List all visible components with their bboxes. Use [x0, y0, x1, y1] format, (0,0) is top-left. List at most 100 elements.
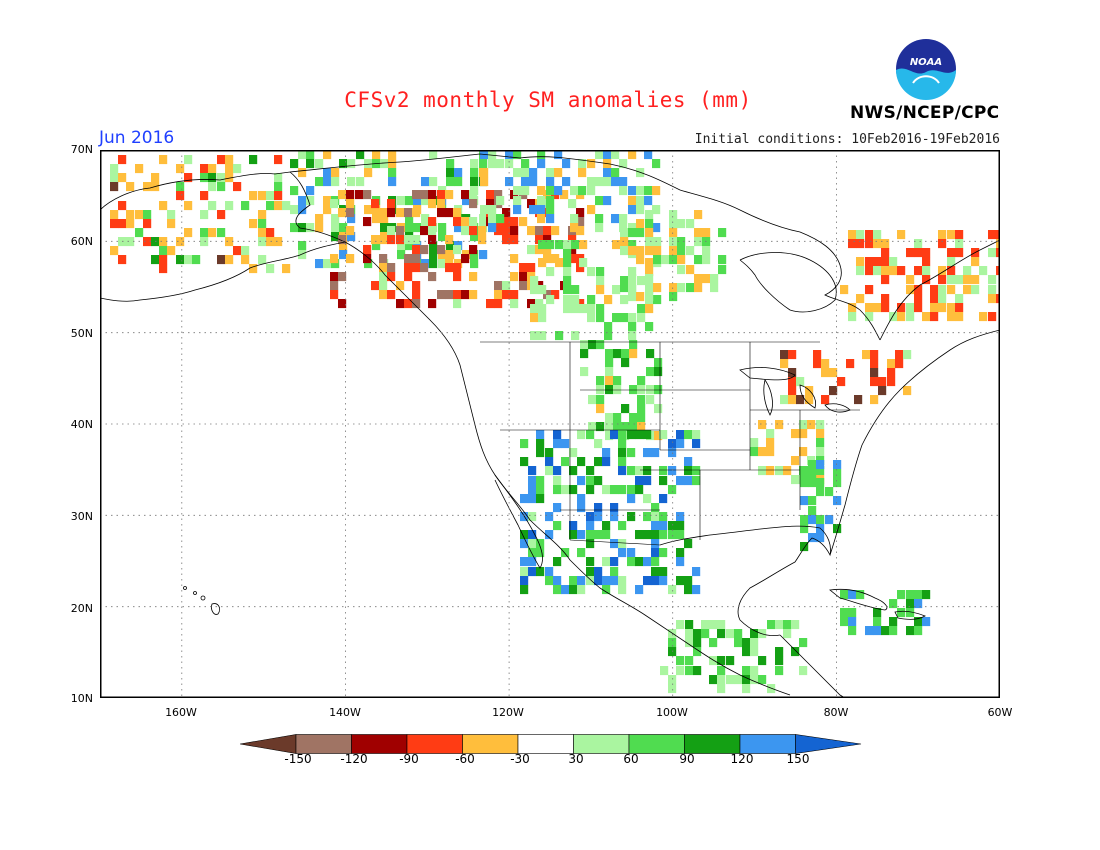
anomaly-cell	[651, 567, 660, 577]
anomaly-cell	[578, 159, 587, 169]
anomaly-cell	[571, 304, 580, 314]
anomaly-cell	[494, 290, 503, 300]
anomaly-cell	[562, 177, 571, 187]
colorbar-tick: 90	[679, 752, 695, 766]
anomaly-cell	[636, 228, 645, 238]
anomaly-cell	[668, 466, 677, 476]
anomaly-cell	[528, 485, 537, 495]
anomaly-cell	[694, 283, 703, 293]
anomaly-cell	[356, 177, 365, 187]
anomaly-cell	[331, 214, 340, 224]
anomaly-cell	[543, 290, 552, 300]
anomaly-cell	[543, 226, 552, 236]
anomaly-cell	[684, 539, 693, 549]
anomaly-cell	[208, 164, 217, 174]
anomaly-cell	[837, 377, 846, 387]
anomaly-cell	[586, 512, 595, 522]
anomaly-cell	[734, 675, 743, 685]
anomaly-cell	[914, 626, 923, 636]
anomaly-cell	[200, 191, 209, 201]
anomaly-cell	[258, 219, 267, 229]
colorbar-tick: 60	[623, 752, 639, 766]
lon-tick-160w: 160W	[165, 706, 197, 719]
anomaly-cell	[363, 190, 372, 200]
anomaly-cell	[628, 186, 637, 196]
anomaly-cell	[502, 217, 511, 227]
anomaly-cell	[576, 208, 585, 218]
anomaly-cell	[143, 210, 152, 220]
anomaly-cell	[734, 638, 743, 648]
anomaly-cell	[569, 485, 578, 495]
anomaly-cell	[217, 210, 226, 220]
anomaly-cell	[628, 292, 637, 302]
anomaly-cell	[437, 245, 446, 255]
anomaly-cell	[938, 294, 947, 304]
anomaly-cell	[636, 205, 645, 215]
anomaly-cell	[412, 254, 421, 264]
anomaly-cell	[914, 248, 923, 258]
anomaly-cell	[346, 254, 355, 264]
anomaly-cell	[816, 478, 825, 488]
anomaly-cell	[306, 186, 315, 196]
anomaly-cell	[922, 312, 931, 322]
anomaly-cell	[870, 368, 879, 378]
anomaly-cell	[339, 159, 348, 169]
anomaly-cell	[629, 385, 638, 395]
anomaly-cell	[536, 539, 545, 549]
anomaly-cell	[887, 377, 896, 387]
anomaly-cell	[536, 548, 545, 558]
anomaly-cell	[167, 210, 176, 220]
anomaly-cell	[479, 250, 488, 260]
anomaly-cell	[791, 456, 800, 466]
anomaly-cell	[315, 214, 324, 224]
anomaly-cell	[577, 530, 586, 540]
anomaly-cell	[323, 259, 332, 269]
anomaly-cell	[588, 422, 597, 432]
anomaly-cell	[645, 219, 654, 229]
anomaly-cell	[298, 205, 307, 215]
anomaly-cell	[521, 177, 530, 187]
anomaly-cell	[453, 208, 462, 218]
colorbar-bin	[240, 734, 297, 754]
anomaly-cell	[833, 524, 842, 534]
anomaly-cell	[143, 182, 152, 192]
anomaly-cell	[510, 226, 519, 236]
anomaly-cell	[486, 299, 495, 309]
anomaly-cell	[505, 159, 514, 169]
anomaly-cell	[922, 248, 931, 258]
anomaly-cell	[520, 567, 529, 577]
anomaly-cell	[605, 358, 614, 368]
anomaly-cell	[298, 250, 307, 260]
anomaly-cell	[331, 168, 340, 178]
anomaly-cell	[783, 620, 792, 630]
anomaly-cell	[816, 460, 825, 470]
anomaly-cell	[652, 159, 661, 169]
anomaly-cell	[604, 322, 613, 332]
anomaly-cell	[364, 159, 373, 169]
anomaly-cell	[527, 226, 536, 236]
anomaly-cell	[478, 235, 487, 245]
anomaly-cell	[388, 168, 397, 178]
anomaly-cell	[530, 331, 539, 341]
anomaly-cell	[996, 248, 1000, 258]
anomaly-cell	[496, 196, 505, 206]
anomaly-cell	[636, 292, 645, 302]
colorbar-bin	[406, 734, 463, 754]
anomaly-cell	[184, 201, 193, 211]
colorbar-tick: 30	[568, 752, 584, 766]
anomaly-cell	[529, 177, 538, 187]
anomaly-cell	[906, 626, 915, 636]
anomaly-cell	[428, 272, 437, 282]
anomaly-cell	[684, 430, 693, 440]
anomaly-cell	[421, 196, 430, 206]
colorbar-tick: -150	[284, 752, 312, 766]
anomaly-cell	[750, 438, 759, 448]
anomaly-cell	[577, 576, 586, 586]
anomaly-cell	[653, 255, 662, 265]
anomaly-cell	[274, 155, 283, 165]
anomaly-cell	[538, 313, 547, 323]
anomaly-cell	[404, 254, 413, 264]
anomaly-cell	[528, 557, 537, 567]
anomaly-cell	[881, 257, 890, 267]
anomaly-cell	[895, 350, 904, 360]
